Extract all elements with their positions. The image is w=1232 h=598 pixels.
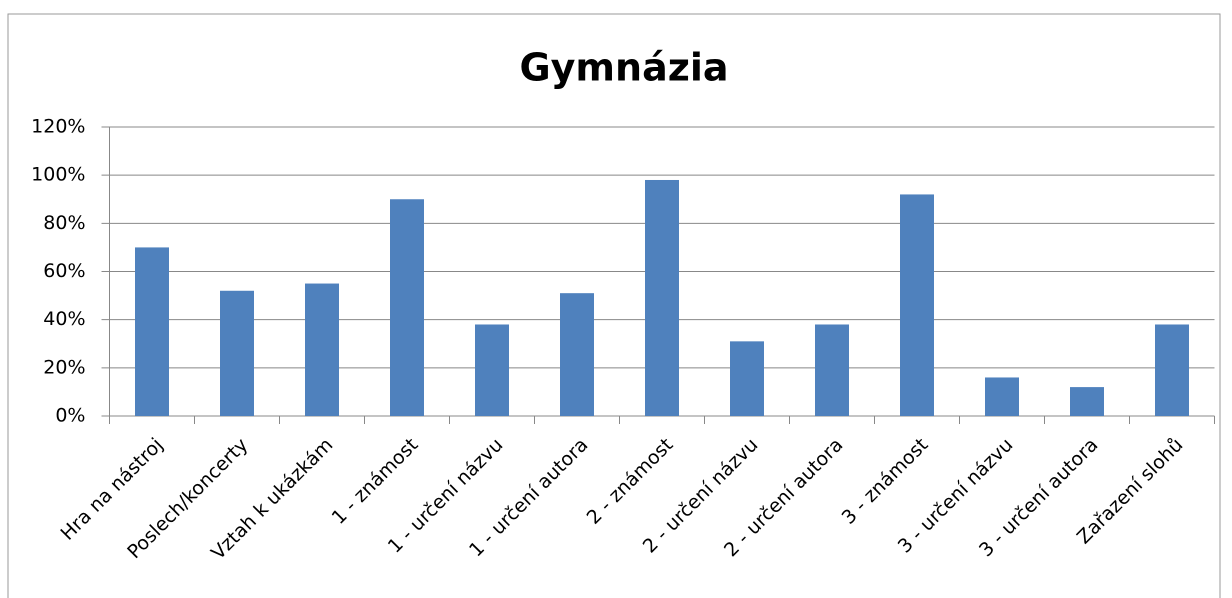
bar	[390, 199, 424, 416]
bar	[730, 341, 764, 416]
y-tick-label: 120%	[31, 116, 85, 138]
y-tick-label: 40%	[43, 308, 85, 330]
bar	[645, 179, 679, 416]
chart-border	[7, 13, 1221, 598]
y-tick-label: 20%	[43, 356, 85, 378]
bar	[305, 283, 339, 416]
bar	[560, 293, 594, 416]
y-tick-label: 0%	[55, 405, 85, 427]
chart-title: Gymnázia	[519, 46, 728, 90]
y-tick-label: 80%	[43, 212, 85, 234]
bar	[1070, 387, 1104, 416]
bar	[815, 324, 849, 416]
bar	[220, 290, 254, 416]
bar	[135, 247, 169, 416]
y-tick-label: 60%	[43, 260, 85, 282]
bar	[475, 324, 509, 416]
bar	[1155, 324, 1189, 416]
y-tick-label: 100%	[31, 164, 85, 186]
bar	[900, 194, 934, 416]
bar	[985, 377, 1019, 416]
